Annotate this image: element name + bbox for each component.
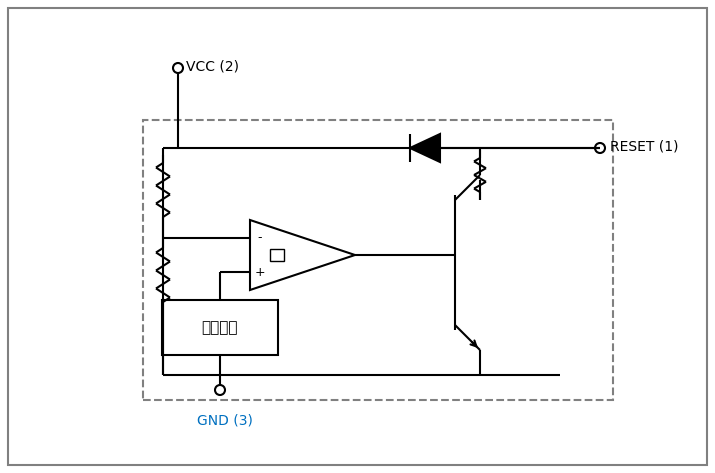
Bar [162, 300, 278, 355]
Polygon shape [410, 134, 440, 162]
Bar [143, 120, 613, 400]
Text: 比较电压: 比较电压 [202, 320, 238, 335]
Text: GND (3): GND (3) [197, 413, 253, 427]
Text: VCC (2): VCC (2) [186, 59, 239, 73]
Text: -: - [257, 231, 262, 245]
Text: +: + [255, 265, 265, 279]
Polygon shape [250, 220, 355, 290]
Text: RESET (1): RESET (1) [610, 139, 679, 153]
Bar [270, 249, 284, 261]
